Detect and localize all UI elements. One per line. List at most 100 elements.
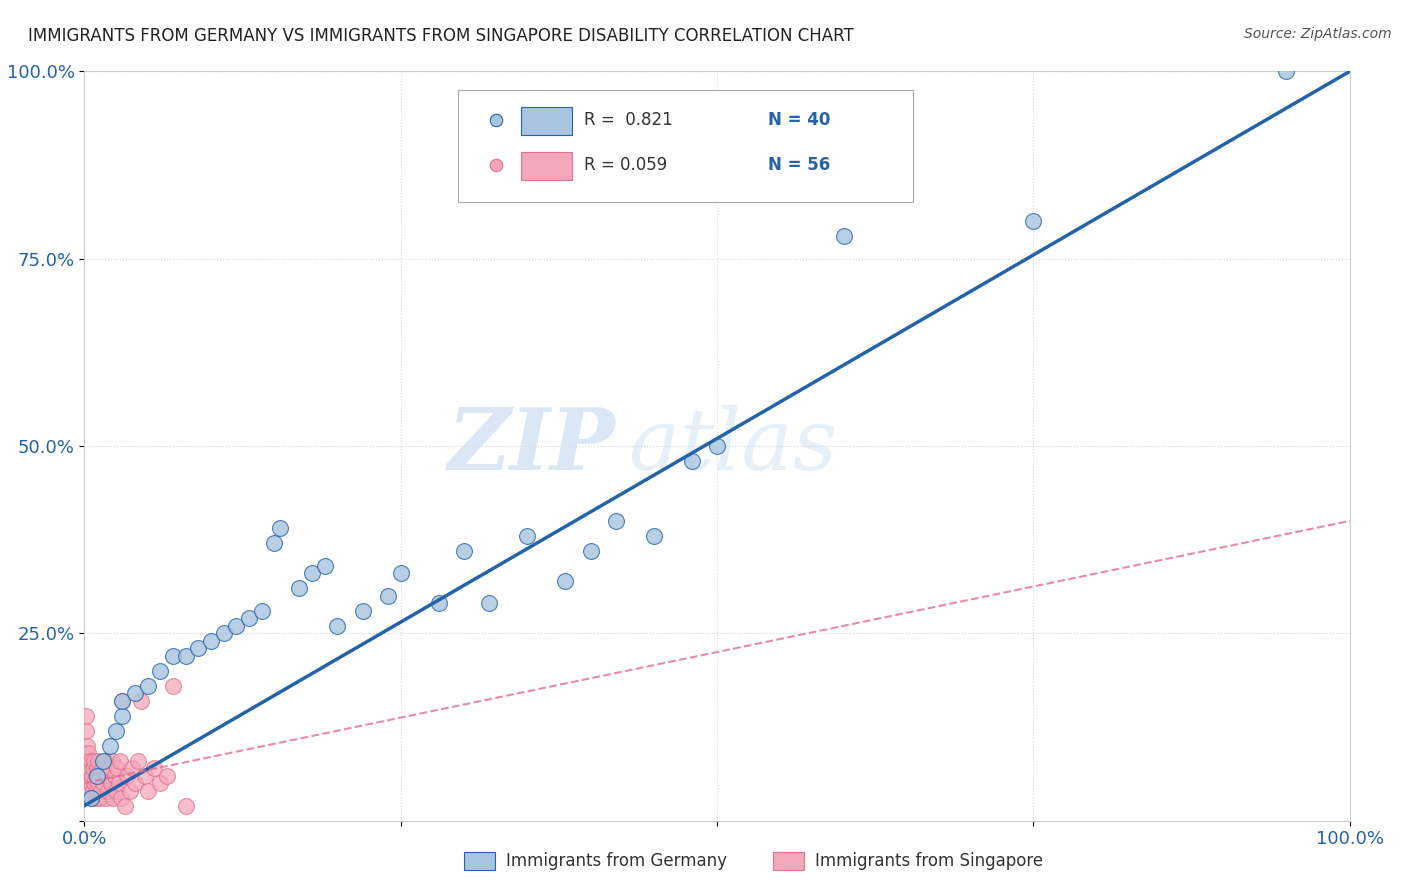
Point <box>136 783 159 797</box>
Point <box>105 783 127 797</box>
Point <box>79 776 103 790</box>
Text: N = 40: N = 40 <box>768 112 830 129</box>
Point <box>80 769 103 783</box>
Point <box>314 558 336 573</box>
Point <box>79 761 101 775</box>
Text: R = 0.059: R = 0.059 <box>585 156 668 174</box>
Point <box>80 791 103 805</box>
FancyBboxPatch shape <box>458 90 914 202</box>
Point <box>129 694 153 708</box>
Point <box>143 761 166 775</box>
Point <box>127 754 149 768</box>
Point <box>162 648 184 663</box>
Point <box>105 723 127 738</box>
Point <box>485 158 508 172</box>
Point <box>87 754 110 768</box>
Point <box>76 754 98 768</box>
Point <box>453 544 475 558</box>
Point <box>200 633 222 648</box>
Point <box>485 113 508 128</box>
Point <box>134 769 156 783</box>
Point <box>75 708 97 723</box>
Text: Immigrants from Germany: Immigrants from Germany <box>506 852 727 870</box>
Point <box>124 776 146 790</box>
Point <box>111 708 134 723</box>
Point <box>516 529 538 543</box>
Point <box>101 754 124 768</box>
Text: atlas: atlas <box>628 405 838 487</box>
Point <box>162 679 184 693</box>
Point <box>352 604 374 618</box>
Point <box>79 791 103 805</box>
Point <box>77 746 100 760</box>
Point <box>75 723 97 738</box>
Point <box>121 761 143 775</box>
Point <box>117 769 139 783</box>
Point <box>554 574 576 588</box>
Point <box>114 798 136 813</box>
Point <box>212 626 235 640</box>
Point <box>706 439 728 453</box>
Point <box>263 536 285 550</box>
Point <box>98 739 121 753</box>
Point <box>89 791 111 805</box>
Point <box>681 454 703 468</box>
Text: ZIP: ZIP <box>449 404 616 488</box>
Point <box>89 769 111 783</box>
Point <box>82 761 104 775</box>
Point <box>86 769 108 783</box>
Point <box>93 754 115 768</box>
Point <box>270 521 292 535</box>
Point <box>155 769 177 783</box>
Point <box>377 589 399 603</box>
Point <box>93 754 115 768</box>
Text: IMMIGRANTS FROM GERMANY VS IMMIGRANTS FROM SINGAPORE DISABILITY CORRELATION CHAR: IMMIGRANTS FROM GERMANY VS IMMIGRANTS FR… <box>28 27 853 45</box>
Point <box>76 739 98 753</box>
Point <box>97 783 120 797</box>
Point <box>96 769 118 783</box>
Point <box>98 761 121 775</box>
Bar <box>520 106 571 135</box>
Point <box>225 619 247 633</box>
Point <box>82 783 104 797</box>
Point <box>77 769 100 783</box>
Point <box>86 783 108 797</box>
Point <box>643 529 665 543</box>
Text: N = 56: N = 56 <box>768 156 830 174</box>
Bar <box>520 152 571 180</box>
Point <box>579 544 602 558</box>
Point <box>478 596 501 610</box>
Text: Immigrants from Singapore: Immigrants from Singapore <box>815 852 1043 870</box>
Point <box>389 566 412 581</box>
Point <box>427 596 450 610</box>
Point <box>107 776 129 790</box>
Point <box>149 776 172 790</box>
Point <box>238 611 260 625</box>
Point <box>84 769 107 783</box>
Text: Source: ZipAtlas.com: Source: ZipAtlas.com <box>1244 27 1392 41</box>
Point <box>832 229 855 244</box>
Point <box>301 566 323 581</box>
Point <box>111 694 134 708</box>
Point <box>108 754 131 768</box>
Point <box>79 754 103 768</box>
Point <box>90 783 112 797</box>
Point <box>111 694 134 708</box>
Point <box>91 761 114 775</box>
Point <box>174 648 197 663</box>
Point <box>1275 64 1298 78</box>
Point <box>93 776 115 790</box>
Point <box>326 619 349 633</box>
Point <box>124 686 146 700</box>
Point <box>110 791 132 805</box>
Point <box>250 604 273 618</box>
Point <box>79 783 101 797</box>
Point <box>83 776 105 790</box>
Point <box>94 791 117 805</box>
Text: R =  0.821: R = 0.821 <box>585 112 673 129</box>
Point <box>87 776 110 790</box>
Point <box>149 664 172 678</box>
Point <box>118 783 141 797</box>
Point <box>136 679 159 693</box>
Point <box>605 514 627 528</box>
